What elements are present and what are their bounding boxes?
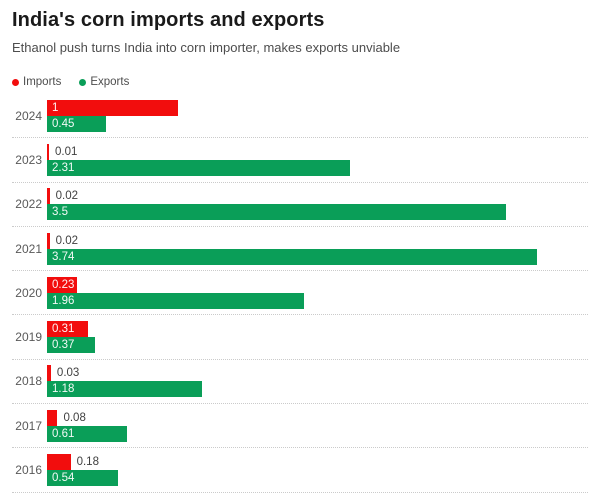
- year-label: 2019: [15, 330, 42, 345]
- bar-track: 0.31: [47, 321, 588, 338]
- imports-value-label: 1: [52, 101, 59, 114]
- year-row: 2018 0.03 1.18: [12, 360, 588, 405]
- bar-group: 0.02 3.74: [47, 232, 588, 265]
- imports-value-label: 0.23: [52, 278, 75, 291]
- bar-track: 0.23: [47, 276, 588, 293]
- year-row: 2020 0.23 1.96: [12, 271, 588, 316]
- bar-track: 0.45: [47, 115, 588, 132]
- exports-bar: [47, 337, 96, 354]
- year-label: 2023: [15, 152, 42, 167]
- imports-bar: [47, 188, 50, 205]
- exports-bar: [47, 292, 304, 309]
- bar-track: 3.5: [47, 204, 588, 221]
- exports-value-label: 3.5: [52, 206, 68, 219]
- exports-value-label: 0.61: [52, 427, 75, 440]
- imports-value-label: 0.31: [52, 323, 75, 336]
- bar-track: 0.61: [47, 425, 588, 442]
- year-label: 2018: [15, 374, 42, 389]
- bar-chart: 2024 1 0.45 2023 0.01 2.31 2022 0.02 3.5 2021 0.02…: [12, 94, 588, 493]
- imports-value-label: 0.02: [55, 234, 78, 247]
- year-row: 2024 1 0.45: [12, 94, 588, 139]
- exports-bar: [47, 425, 127, 442]
- bar-group: 1 0.45: [47, 99, 588, 132]
- exports-value-label: 0.37: [52, 339, 75, 352]
- year-label: 2016: [15, 463, 42, 478]
- bar-track: 1.96: [47, 292, 588, 309]
- exports-bar: [47, 115, 106, 132]
- bar-group: 0.18 0.54: [47, 454, 588, 487]
- legend-label-imports: Imports: [23, 76, 62, 88]
- exports-value-label: 3.74: [52, 250, 75, 263]
- imports-bar: [47, 321, 88, 338]
- year-row: 2019 0.31 0.37: [12, 315, 588, 360]
- exports-value-label: 1.18: [52, 383, 75, 396]
- exports-value-label: 1.96: [52, 294, 75, 307]
- bar-track: 3.74: [47, 248, 588, 265]
- exports-bar: [47, 248, 537, 265]
- chart-title: India's corn imports and exports: [12, 9, 325, 31]
- exports-value-label: 0.45: [52, 117, 75, 130]
- year-label: 2021: [15, 241, 42, 256]
- year-label: 2017: [15, 418, 42, 433]
- exports-bar: [47, 381, 202, 398]
- bar-track: 0.02: [47, 188, 588, 205]
- year-row: 2023 0.01 2.31: [12, 138, 588, 183]
- legend-label-exports: Exports: [90, 76, 130, 88]
- bar-track: 0.03: [47, 365, 588, 382]
- imports-value-label: 0.02: [55, 190, 78, 203]
- bar-group: 0.03 1.18: [47, 365, 588, 398]
- bar-group: 0.02 3.5: [47, 188, 588, 221]
- bar-track: 1: [47, 99, 588, 116]
- imports-value-label: 0.18: [76, 456, 99, 469]
- imports-bar: [47, 454, 71, 471]
- year-label: 2024: [15, 108, 42, 123]
- imports-bar: [47, 143, 49, 160]
- exports-value-label: 2.31: [52, 161, 75, 174]
- bar-track: 1.18: [47, 381, 588, 398]
- bar-track: 2.31: [47, 159, 588, 176]
- legend-item-exports: Exports: [79, 76, 129, 88]
- year-label: 2020: [15, 285, 42, 300]
- imports-value-label: 0.01: [55, 145, 78, 158]
- imports-bar: [47, 276, 78, 293]
- imports-value-label: 0.03: [56, 367, 80, 380]
- bar-track: 0.37: [47, 337, 588, 354]
- legend: Imports Exports: [12, 76, 588, 88]
- imports-bar: [47, 409, 58, 426]
- exports-bar: [47, 159, 350, 176]
- year-row: 2021 0.02 3.74: [12, 227, 588, 272]
- imports-bar: [47, 232, 50, 249]
- imports-value-label: 0.08: [63, 411, 86, 424]
- legend-item-imports: Imports: [12, 76, 61, 88]
- exports-bar: [47, 470, 118, 487]
- bar-group: 0.01 2.31: [47, 143, 588, 176]
- bar-track: 0.02: [47, 232, 588, 249]
- imports-bar: [47, 99, 178, 116]
- bar-group: 0.31 0.37: [47, 321, 588, 354]
- exports-value-label: 0.54: [52, 472, 75, 485]
- bar-group: 0.23 1.96: [47, 276, 588, 309]
- exports-dot-icon: [79, 78, 87, 86]
- year-row: 2016 0.18 0.54: [12, 448, 588, 493]
- year-row: 2017 0.08 0.61: [12, 404, 588, 449]
- bar-track: 0.08: [47, 409, 588, 426]
- bar-track: 0.54: [47, 470, 588, 487]
- imports-bar: [47, 365, 51, 382]
- year-label: 2022: [15, 197, 42, 212]
- bar-track: 0.01: [47, 143, 588, 160]
- bar-group: 0.08 0.61: [47, 409, 588, 442]
- bar-track: 0.18: [47, 454, 588, 471]
- chart-subtitle: Ethanol push turns India into corn impor…: [12, 40, 401, 55]
- imports-dot-icon: [12, 78, 19, 86]
- year-row: 2022 0.02 3.5: [12, 183, 588, 227]
- exports-bar: [47, 204, 506, 221]
